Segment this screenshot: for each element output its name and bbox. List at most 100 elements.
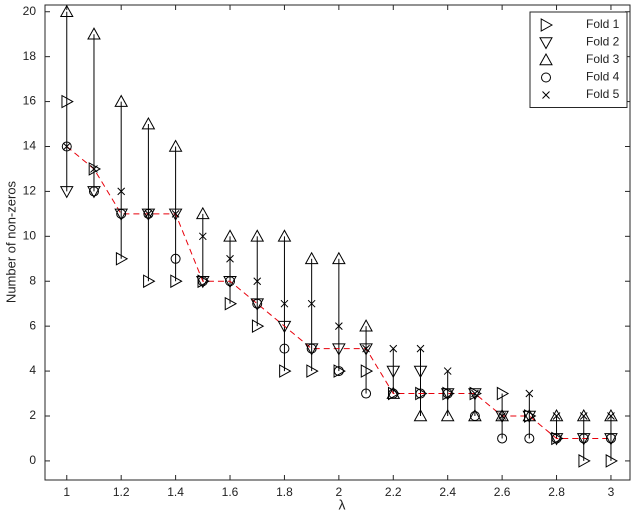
marker — [522, 408, 537, 422]
marker — [307, 299, 316, 308]
marker — [335, 322, 343, 331]
marker — [605, 433, 616, 444]
marker — [579, 412, 588, 420]
x-tick-label: 2.6 — [494, 485, 511, 499]
x-tick-label: 1.2 — [113, 485, 130, 499]
legend-marker — [539, 37, 553, 50]
marker — [143, 274, 156, 289]
marker — [88, 186, 99, 197]
marker — [386, 365, 401, 379]
marker — [498, 412, 506, 420]
marker — [496, 386, 510, 401]
marker — [361, 388, 372, 399]
marker — [495, 408, 509, 422]
marker — [277, 229, 292, 242]
legend-label: Fold 4 — [586, 70, 620, 84]
marker — [252, 298, 263, 309]
legend-label: Fold 1 — [586, 17, 620, 31]
marker — [524, 409, 537, 423]
x-tick-label: 1 — [63, 485, 70, 499]
marker — [359, 343, 373, 356]
marker — [223, 229, 237, 242]
marker — [62, 142, 71, 151]
marker — [522, 410, 537, 424]
marker — [605, 454, 618, 468]
marker — [576, 408, 591, 422]
marker — [524, 433, 535, 444]
marker — [304, 251, 319, 265]
marker — [277, 320, 292, 334]
marker — [389, 344, 398, 353]
marker — [604, 408, 618, 422]
marker — [224, 296, 238, 311]
y-tick-label: 4 — [29, 363, 36, 377]
marker — [170, 274, 183, 289]
y-tick-label: 14 — [23, 139, 37, 153]
marker — [468, 388, 482, 401]
marker — [250, 229, 265, 242]
marker — [144, 210, 153, 218]
legend-marker — [540, 18, 554, 32]
marker — [306, 343, 317, 354]
legend-marker — [541, 72, 551, 83]
marker — [279, 364, 292, 378]
x-tick-label: 1.4 — [167, 485, 184, 499]
marker — [253, 277, 262, 286]
marker — [469, 386, 482, 401]
y-tick-label: 16 — [23, 94, 37, 108]
marker — [442, 388, 453, 399]
x-tick-label: 3 — [608, 485, 615, 499]
marker — [413, 408, 428, 422]
x-tick-label: 1.6 — [222, 485, 239, 499]
legend-label: Fold 2 — [586, 35, 620, 49]
legend-marker — [539, 52, 553, 66]
marker — [251, 319, 265, 334]
marker — [552, 412, 561, 420]
marker — [578, 454, 591, 468]
marker — [388, 388, 399, 399]
marker — [495, 410, 509, 424]
marker — [226, 254, 234, 263]
marker — [195, 206, 210, 220]
marker — [362, 344, 370, 353]
y-tick-label: 18 — [23, 49, 37, 63]
x-tick-label: 2.4 — [439, 485, 456, 499]
legend-label: Fold 5 — [586, 87, 620, 101]
x-tick-label: 2 — [336, 485, 343, 499]
marker — [416, 344, 425, 353]
legend-marker — [542, 91, 550, 99]
marker — [59, 186, 74, 199]
y-tick-label: 2 — [29, 408, 36, 422]
marker — [88, 162, 102, 176]
marker — [198, 232, 207, 241]
marker — [360, 364, 374, 378]
y-tick-label: 0 — [29, 453, 36, 467]
marker — [279, 343, 290, 354]
marker — [61, 94, 74, 109]
marker — [549, 408, 564, 422]
y-tick-label: 8 — [29, 273, 36, 287]
median-line — [66, 146, 611, 439]
y-axis-label: Number of non-zeros — [3, 180, 18, 303]
marker — [306, 364, 319, 378]
marker — [59, 4, 74, 18]
x-tick-label: 2.8 — [548, 485, 565, 499]
y-tick-label: 20 — [23, 4, 37, 18]
marker — [225, 276, 236, 287]
marker — [525, 389, 534, 398]
marker — [469, 410, 480, 421]
marker — [143, 208, 154, 219]
x-axis-label: λ — [339, 497, 346, 513]
marker — [115, 251, 129, 266]
marker — [116, 208, 127, 219]
x-tick-label: 1.8 — [276, 485, 293, 499]
marker — [332, 343, 346, 356]
marker — [413, 365, 428, 379]
y-tick-label: 12 — [23, 184, 37, 198]
marker — [168, 208, 183, 221]
marker — [578, 433, 589, 444]
marker — [497, 433, 508, 444]
marker — [114, 94, 129, 107]
x-tick-label: 2.2 — [385, 485, 402, 499]
